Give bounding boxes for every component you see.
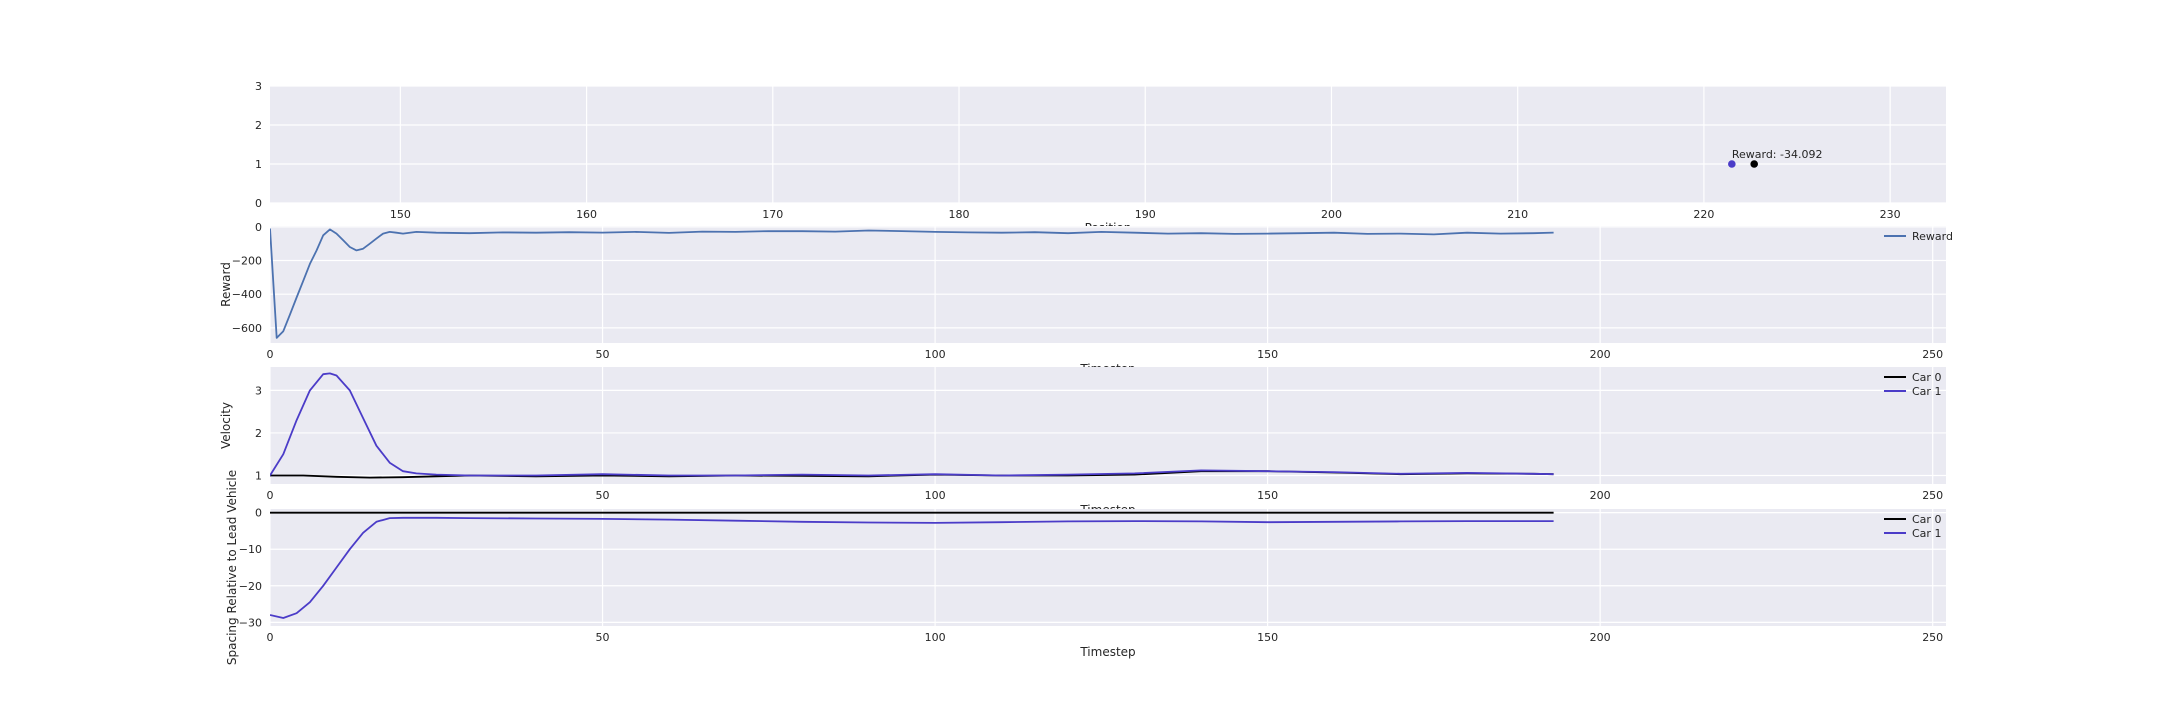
x-tick-label: 50 [596, 489, 610, 502]
y-tick-label: 2 [255, 119, 262, 132]
plot-area [270, 509, 1946, 626]
legend-label: Car 1 [1912, 527, 1941, 540]
legend-label: Reward [1912, 230, 1953, 243]
x-tick-label: 150 [390, 208, 411, 221]
subplot-2: 0501001502002500−200−400−600TimestepRewa… [219, 221, 1953, 376]
x-tick-label: 250 [1922, 348, 1943, 361]
x-tick-label: 210 [1507, 208, 1528, 221]
y-tick-label: 1 [255, 469, 262, 482]
x-tick-label: 0 [267, 631, 274, 644]
y-tick-label: −200 [232, 255, 262, 268]
series-line-reward [270, 228, 1554, 339]
y-tick-label: 0 [255, 197, 262, 210]
x-tick-label: 220 [1693, 208, 1714, 221]
x-tick-label: 190 [1135, 208, 1156, 221]
y-tick-label: 0 [255, 507, 262, 520]
legend-label: Car 1 [1912, 385, 1941, 398]
y-tick-label: −20 [239, 580, 262, 593]
x-tick-label: 150 [1257, 348, 1278, 361]
y-axis-label: Reward [219, 262, 233, 307]
y-tick-label: 0 [255, 221, 262, 234]
series-group [270, 228, 1554, 339]
scatter-point-1 [1728, 160, 1736, 168]
legend-label: Car 0 [1912, 513, 1941, 526]
x-tick-label: 200 [1590, 489, 1611, 502]
x-tick-label: 100 [925, 348, 946, 361]
x-axis-label: Timestep [1079, 645, 1135, 659]
x-tick-label: 150 [1257, 489, 1278, 502]
y-tick-label: 3 [255, 80, 262, 93]
scatter-point-2 [1750, 160, 1758, 168]
x-tick-label: 150 [1257, 631, 1278, 644]
plot-area [270, 226, 1946, 343]
subplot-1: 1501601701801902002102202300123PositionR… [255, 80, 1946, 235]
subplot-3: 050100150200250123TimestepVelocityCar 0C… [219, 367, 1946, 517]
x-tick-label: 200 [1590, 631, 1611, 644]
y-tick-label: −30 [239, 616, 262, 629]
y-tick-label: 3 [255, 384, 262, 397]
plot-area [270, 86, 1946, 203]
x-tick-label: 100 [925, 631, 946, 644]
x-tick-label: 200 [1590, 348, 1611, 361]
axes-container: 1501601701801902002102202300123PositionR… [219, 80, 1953, 665]
plot-area [270, 367, 1946, 484]
y-tick-label: 2 [255, 427, 262, 440]
legend: Reward [1884, 230, 1953, 243]
x-tick-label: 170 [762, 208, 783, 221]
x-tick-label: 200 [1321, 208, 1342, 221]
y-tick-label: −600 [232, 322, 262, 335]
x-tick-label: 100 [925, 489, 946, 502]
y-tick-label: −400 [232, 288, 262, 301]
y-tick-label: 1 [255, 158, 262, 171]
y-axis-label: Velocity [219, 402, 233, 449]
y-tick-label: −10 [239, 543, 262, 556]
x-tick-label: 0 [267, 489, 274, 502]
reward-annotation: Reward: -34.092 [1732, 148, 1823, 161]
legend-label: Car 0 [1912, 371, 1941, 384]
x-tick-label: 50 [596, 348, 610, 361]
x-tick-label: 160 [576, 208, 597, 221]
x-tick-label: 50 [596, 631, 610, 644]
x-tick-label: 230 [1880, 208, 1901, 221]
series-group [270, 511, 1554, 619]
series-group [270, 372, 1554, 479]
x-tick-label: 250 [1922, 631, 1943, 644]
subplot-4: 0 50 100 150 200 2500−10−20−30TimestepSpacing… [225, 470, 1946, 665]
series-line-car-1 [270, 372, 1554, 477]
x-tick-label: 250 [1922, 489, 1943, 502]
x-tick-label: 0 [267, 348, 274, 361]
x-tick-label: 180 [949, 208, 970, 221]
series-line-car-1 [270, 516, 1554, 619]
y-axis-label: Spacing Relative to Lead Vehicle [225, 470, 239, 665]
